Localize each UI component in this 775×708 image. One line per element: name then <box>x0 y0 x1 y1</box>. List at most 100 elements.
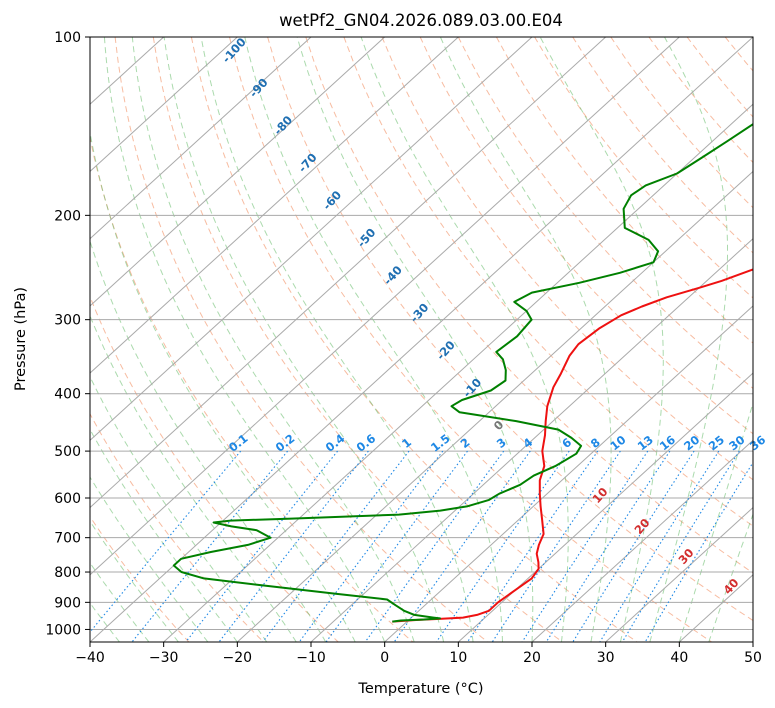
mixing-ratio-line <box>644 461 753 642</box>
mixing-ratio-line <box>545 450 671 642</box>
theta-label: -20 <box>434 338 458 363</box>
dry-adiabat <box>724 37 753 72</box>
isotherm-line <box>90 37 533 442</box>
mixing-ratio-line <box>131 450 289 642</box>
plot-frame <box>89 36 754 643</box>
isotherm-line <box>531 439 753 642</box>
mixing-ratio-label: 36 <box>747 433 768 454</box>
plot-area <box>90 37 775 642</box>
mixing-ratio-lines <box>90 450 753 642</box>
moist-adiabat <box>103 37 386 642</box>
mixing-ratio-line <box>599 450 720 642</box>
mixing-ratio-line <box>185 450 339 642</box>
dry-adiabat <box>267 37 753 622</box>
moist-adiabat <box>678 401 753 642</box>
moist-adiabat <box>296 37 534 642</box>
theta-label: -80 <box>271 113 295 138</box>
mixing-ratio-line <box>491 450 621 642</box>
theta-label: -70 <box>295 150 319 175</box>
dry-adiabat <box>90 412 264 642</box>
x-tick-label: 30 <box>597 650 615 666</box>
theta-label: -30 <box>407 300 431 325</box>
mixing-ratio-label: 8 <box>588 435 603 451</box>
dry-adiabat <box>190 37 638 642</box>
y-tick-label: 700 <box>54 531 81 547</box>
y-axis-ticks: 100 200 300 400 500 600 700 800 900 1000 <box>45 30 90 638</box>
moist-adiabat <box>360 37 569 642</box>
y-tick-label: 100 <box>54 30 81 46</box>
isotherm-line <box>605 506 753 642</box>
x-tick-label: 10 <box>449 650 467 666</box>
mixing-ratio-label: 25 <box>706 433 727 454</box>
x-axis-label: Temperature (°C) <box>357 681 483 697</box>
y-tick-label: 500 <box>54 444 81 460</box>
dry-adiabat <box>648 37 753 164</box>
temperature-profile-line <box>392 268 753 623</box>
dry-adiabat <box>114 37 488 642</box>
isotherm-line <box>90 37 680 576</box>
dry-adiabat <box>457 37 753 389</box>
isotherm-gridlines <box>90 37 753 642</box>
moist-adiabat <box>90 314 297 642</box>
moist-adiabat <box>90 520 179 642</box>
theta-e-label: 10 <box>589 485 610 506</box>
isotherm-line <box>384 305 753 642</box>
mixing-ratio-line <box>572 450 695 642</box>
y-axis-label: Pressure (hPa) <box>13 287 29 391</box>
isotherm-line <box>310 237 753 642</box>
chart-title: wetPf2_GN04.2026.089.03.00.E04 <box>279 11 563 31</box>
mixing-ratio-line <box>90 450 242 633</box>
dry-adiabat <box>343 37 753 527</box>
x-tick-label: −30 <box>149 650 179 666</box>
theta-label: -10 <box>460 375 484 400</box>
moist-adiabat <box>90 375 268 642</box>
isotherm-line <box>90 37 753 642</box>
dry-adiabat <box>90 295 339 642</box>
x-axis-ticks: −40 −30 −20 −10 0 10 20 30 40 50 <box>75 642 762 666</box>
theta-e-label: 30 <box>675 546 696 567</box>
moist-adiabat <box>90 239 327 642</box>
theta-label: -50 <box>354 225 378 250</box>
line-labels: 0.1 0.2 0.4 0.6 1 1.5 2 3 4 6 8 10 13 16 20 25 30 36-100-… <box>219 35 768 597</box>
x-tick-label: 50 <box>744 650 762 666</box>
moist-adiabat <box>90 562 150 642</box>
isobar-gridlines <box>90 37 753 630</box>
moist-adiabat <box>90 476 209 642</box>
dry-adiabat <box>763 37 775 642</box>
mixing-ratio-label: 1 <box>399 435 414 451</box>
dry-adiabat <box>610 37 753 209</box>
mixing-ratio-label: 30 <box>726 433 747 454</box>
isotherm-line <box>90 37 312 240</box>
mixing-ratio-line <box>621 450 740 642</box>
x-tick-label: 20 <box>523 650 541 666</box>
profile-series <box>172 122 753 623</box>
isotherm-line <box>90 37 238 173</box>
mixing-ratio-line <box>435 450 570 642</box>
y-tick-label: 200 <box>54 208 81 224</box>
theta-e-label: 40 <box>720 576 741 597</box>
mixing-ratio-line <box>521 450 649 642</box>
isotherm-line <box>236 170 753 642</box>
theta-label: -90 <box>246 75 270 100</box>
moist-adiabat <box>439 37 612 642</box>
mixing-ratio-label: 2 <box>458 435 473 451</box>
moist-adiabat <box>539 37 664 642</box>
isotherm-line <box>457 372 753 642</box>
moist-adiabat <box>90 129 356 642</box>
theta-label: -40 <box>381 263 405 288</box>
theta-label: -60 <box>320 188 344 213</box>
moist-adiabat <box>200 37 474 642</box>
isotherm-line <box>90 37 386 307</box>
theta-label: -100 <box>219 35 249 66</box>
isotherm-line <box>90 37 607 509</box>
moist-adiabat <box>708 513 753 642</box>
dry-adiabat <box>152 37 563 642</box>
y-tick-label: 300 <box>54 313 81 329</box>
isotherm-line <box>163 103 753 642</box>
x-tick-label: −10 <box>296 650 326 666</box>
y-tick-label: 1000 <box>45 622 81 638</box>
mixing-ratio-label: 13 <box>635 433 656 454</box>
dry-adiabat <box>686 37 753 118</box>
y-tick-label: 600 <box>54 491 81 507</box>
